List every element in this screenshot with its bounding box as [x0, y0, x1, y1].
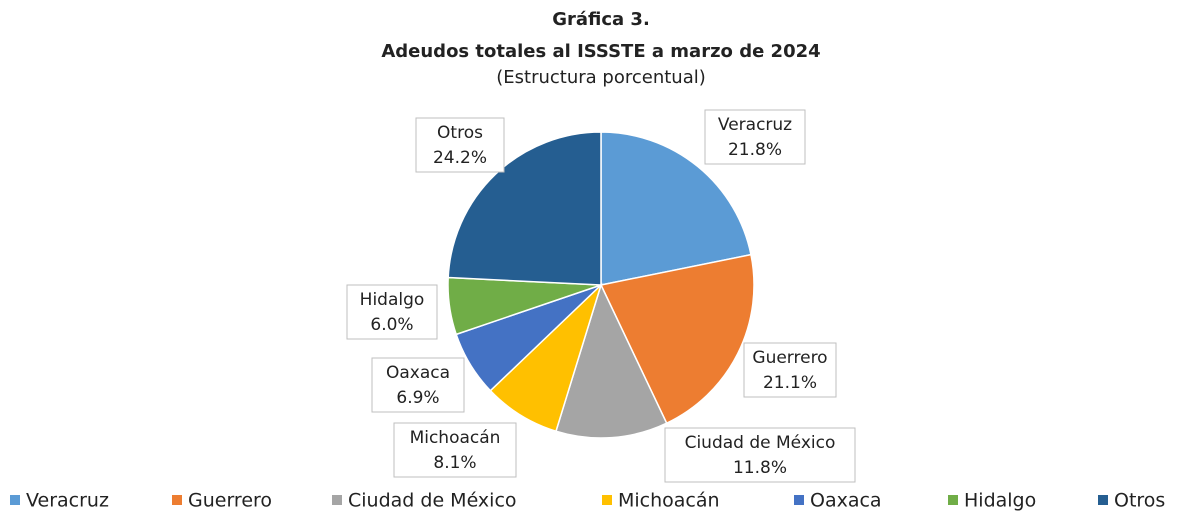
- data-label-box: [393, 422, 517, 478]
- data-label-value: 11.8%: [733, 458, 787, 478]
- legend-swatch: [602, 495, 612, 505]
- data-label-box: [346, 284, 438, 340]
- data-label-name: Otros: [437, 123, 483, 143]
- legend-swatch: [332, 495, 342, 505]
- legend-label: Veracruz: [26, 490, 109, 512]
- data-label-name: Guerrero: [752, 348, 827, 368]
- legend-label: Otros: [1114, 490, 1165, 512]
- chart-title: Adeudos totales al ISSSTE a marzo de 202…: [381, 41, 820, 62]
- data-label-name: Michoacán: [410, 428, 501, 448]
- chart-subtitle: (Estructura porcentual): [496, 67, 706, 88]
- data-label-value: 24.2%: [433, 148, 487, 168]
- data-label-name: Veracruz: [718, 115, 792, 135]
- legend-swatch: [1098, 495, 1108, 505]
- data-label-value: 21.1%: [763, 373, 817, 393]
- pie-slice: [600, 131, 752, 286]
- data-label-value: 21.8%: [728, 140, 782, 160]
- data-label-box: [704, 109, 806, 165]
- data-label-value: 6.0%: [370, 315, 413, 335]
- legend-label: Oaxaca: [810, 490, 882, 512]
- chart-title: Gráfica 3.: [552, 9, 650, 30]
- data-label-box: [664, 427, 856, 483]
- data-label-name: Oaxaca: [386, 363, 450, 383]
- legend-swatch: [794, 495, 804, 505]
- pie-slice: [447, 131, 602, 286]
- data-label-value: 8.1%: [433, 453, 476, 473]
- data-label-name: Ciudad de México: [685, 433, 836, 453]
- data-label-box: [743, 342, 837, 398]
- legend-label: Michoacán: [618, 490, 720, 512]
- data-label-box: [371, 357, 465, 413]
- legend-label: Guerrero: [188, 490, 272, 512]
- legend-label: Hidalgo: [964, 490, 1036, 512]
- data-label-box: [415, 117, 505, 173]
- pie-slice: [555, 282, 668, 439]
- data-label-value: 6.9%: [396, 388, 439, 408]
- legend-swatch: [10, 495, 20, 505]
- data-label-name: Hidalgo: [360, 290, 425, 310]
- legend-swatch: [948, 495, 958, 505]
- pie-slice: [599, 253, 755, 425]
- legend-label: Ciudad de México: [348, 490, 517, 512]
- legend-swatch: [172, 495, 182, 505]
